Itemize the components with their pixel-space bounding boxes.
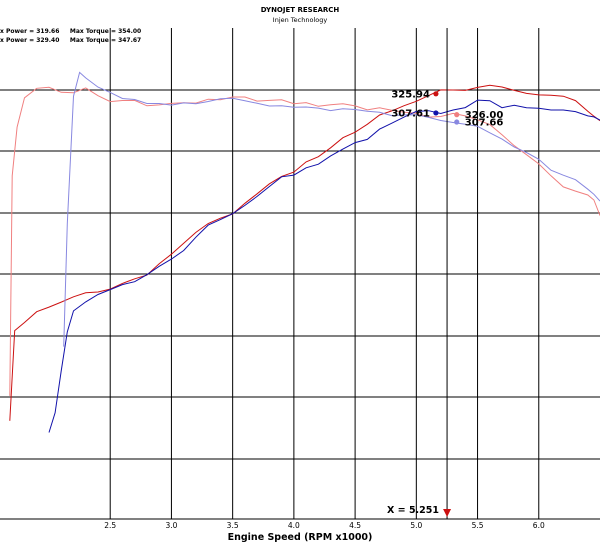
cursor-readout: X = 5.251 — [387, 505, 439, 516]
data-point-marker — [454, 112, 460, 118]
cursor-marker — [443, 509, 452, 517]
data-label: 325.94 — [391, 89, 430, 100]
x-axis-label: Engine Speed (RPM x1000) — [227, 532, 373, 543]
data-point-marker — [433, 110, 439, 116]
series-line-light-blue — [63, 71, 600, 347]
legend-torque-1: Max Torque = 354.00 — [69, 28, 142, 35]
x-tick-label: 3.0 — [165, 521, 177, 530]
series-line-red — [9, 84, 600, 421]
x-tick-label: 5.0 — [410, 521, 422, 530]
data-point-marker — [433, 91, 439, 97]
chart-title: DYNOJET RESEARCH — [260, 6, 340, 14]
x-tick-label: 4.5 — [349, 521, 361, 530]
series-line-light-red — [9, 86, 600, 396]
data-label: 326.00 — [465, 110, 504, 121]
series-line-blue — [48, 99, 600, 433]
data-point-marker — [454, 119, 460, 125]
x-tick-label: 4.0 — [288, 521, 300, 530]
data-label: 307.66 — [465, 118, 504, 129]
legend-line-2: x Power = 329.40 Max Torque = 347.67 — [0, 37, 141, 44]
legend-power-1: x Power = 319.66 — [0, 28, 60, 35]
legend-power-2: x Power = 329.40 — [0, 37, 60, 44]
data-label: 307.61 — [391, 108, 430, 119]
x-tick-label: 3.5 — [227, 521, 239, 530]
chart-subtitle: Injen Technology — [272, 16, 328, 24]
x-tick-label: 5.5 — [472, 521, 484, 530]
x-tick-label: 2.5 — [104, 521, 116, 530]
x-tick-label: 6.0 — [533, 521, 545, 530]
legend-line-1: x Power = 319.66 Max Torque = 354.00 — [0, 28, 141, 35]
legend-torque-2: Max Torque = 347.67 — [69, 37, 142, 44]
